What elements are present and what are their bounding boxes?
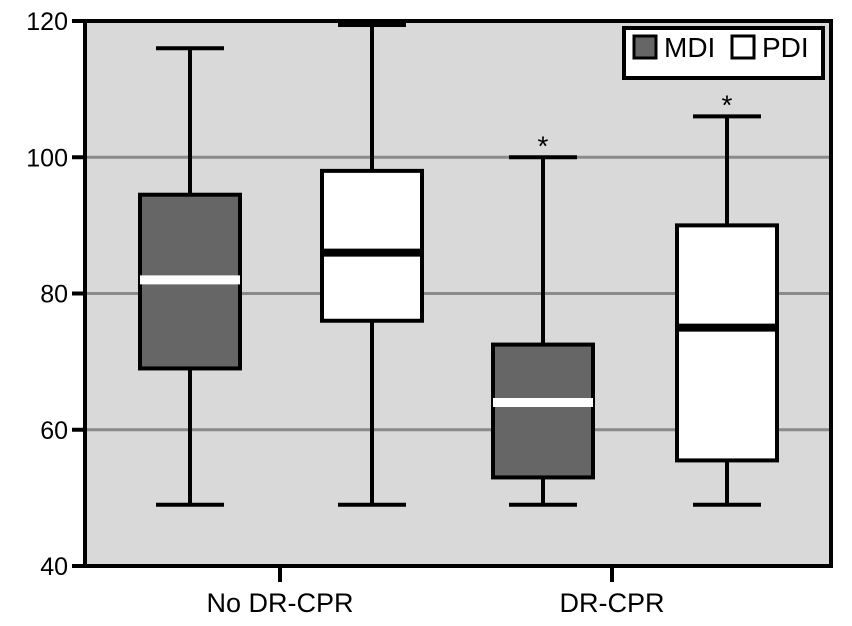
- box-pdi-no-dr-cpr: [320, 168, 424, 323]
- legend-label-mdi: MDI: [664, 32, 715, 63]
- y-tick-label-80: 80: [40, 281, 68, 309]
- y-tick-label-120: 120: [26, 8, 68, 36]
- y-tick-label-40: 40: [40, 553, 68, 581]
- significance-asterisk-pdi-dr-cpr: *: [722, 89, 733, 120]
- box-pdi-dr-cpr: [675, 223, 779, 463]
- significance-asterisk-mdi-dr-cpr: *: [538, 130, 549, 161]
- y-tick-label-100: 100: [26, 144, 68, 172]
- x-tick-label-dr-cpr: DR-CPR: [560, 588, 665, 618]
- box-mdi-dr-cpr: [491, 342, 595, 480]
- x-tick-label-no-dr-cpr: No DR-CPR: [206, 588, 353, 618]
- legend-label-pdi: PDI: [762, 32, 809, 63]
- legend-swatch-mdi: [632, 34, 658, 60]
- y-tick-label-60: 60: [40, 417, 68, 445]
- legend-swatch-pdi: [730, 34, 756, 60]
